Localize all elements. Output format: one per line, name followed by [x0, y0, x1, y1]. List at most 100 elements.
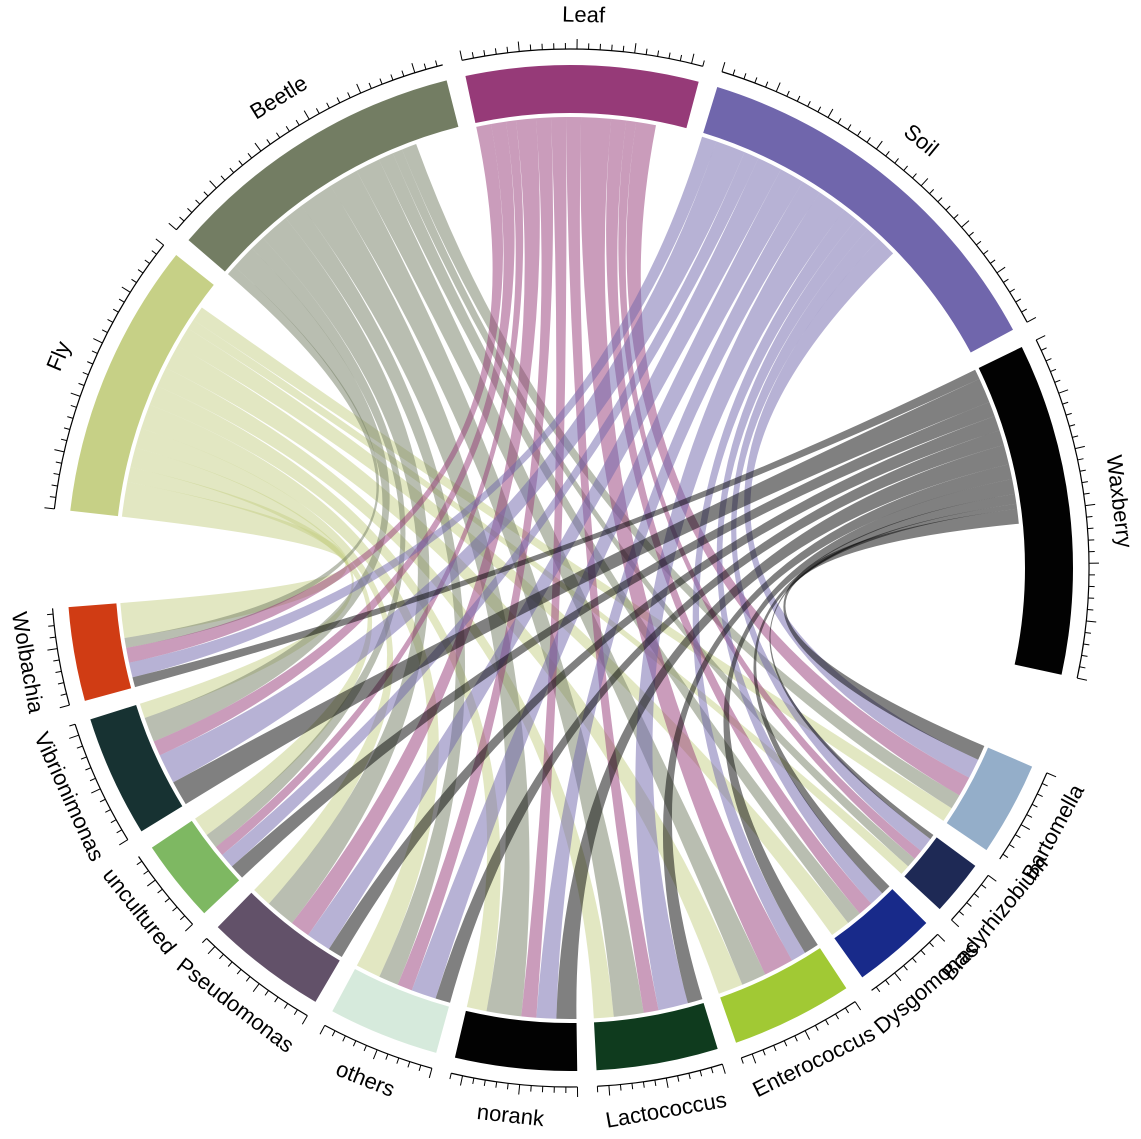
- tick-bartomella: [1041, 783, 1048, 787]
- tick-beetle: [411, 63, 416, 73]
- tick-waxberry: [1086, 620, 1097, 623]
- tick-norank: [483, 1079, 486, 1087]
- tick-soil: [732, 69, 736, 76]
- tick-soil: [866, 137, 871, 143]
- label-lactococcus: Lactococcus: [604, 1087, 729, 1133]
- tick-norank: [459, 1075, 464, 1086]
- tick-beetle: [238, 160, 244, 166]
- axis-bartomella: [999, 772, 1048, 860]
- tick-fly: [60, 438, 67, 442]
- tick-lactococcus: [619, 1084, 622, 1091]
- tick-uncultured: [179, 915, 186, 921]
- tick-beetle: [368, 82, 372, 89]
- tick-beetle: [347, 92, 351, 99]
- tick-soil: [989, 259, 996, 264]
- axis-layer: [44, 39, 1099, 1097]
- tick-beetle: [195, 199, 201, 205]
- tick-fly: [55, 461, 62, 464]
- sector-pseudomonas: [217, 892, 340, 1002]
- tick-vibrionimonas: [105, 809, 111, 813]
- tick-leaf: [679, 54, 683, 61]
- tick-fly: [151, 250, 157, 255]
- tick-uncultured: [172, 906, 178, 912]
- axis-norank: [451, 1072, 578, 1088]
- tick-fly: [93, 338, 103, 344]
- tick-waxberry: [1079, 666, 1086, 669]
- tick-fly: [144, 259, 150, 264]
- sector-enterococcus: [720, 948, 847, 1043]
- tick-waxberry: [1065, 412, 1072, 416]
- axis-dysgomonas: [871, 933, 939, 991]
- label-wolbachia: Wolbachia: [7, 610, 49, 716]
- label-beetle: Beetle: [245, 70, 311, 124]
- axis-fly: [53, 244, 165, 509]
- tick-others: [418, 1064, 422, 1071]
- sector-others: [332, 968, 449, 1053]
- tick-fly: [155, 238, 164, 246]
- axis-leaf: [461, 48, 703, 67]
- tick-fly: [78, 382, 85, 386]
- axis-others: [324, 1024, 433, 1069]
- label-others: others: [332, 1056, 398, 1102]
- tick-beetle: [168, 222, 177, 231]
- tick-soil: [912, 173, 917, 179]
- tick-dysgomonas: [875, 986, 881, 993]
- tick-others: [319, 1025, 326, 1035]
- tick-uncultured: [164, 897, 170, 903]
- ribbon-fly-vibrionimonas: [127, 467, 354, 719]
- ribbon-waxberry-vibrionimonas: [173, 378, 990, 805]
- tick-waxberry: [1062, 401, 1069, 405]
- tick-fly: [112, 308, 119, 313]
- tick-norank: [518, 1084, 521, 1095]
- tick-others: [396, 1057, 400, 1064]
- ribbon-beetle-vibrionimonas: [144, 248, 390, 742]
- tick-soil: [937, 197, 943, 203]
- tick-bradyrhizobium: [980, 884, 987, 889]
- tick-waxberry: [1079, 469, 1086, 472]
- tick-beetle: [187, 208, 193, 213]
- tick-soil: [983, 250, 989, 255]
- tick-soil: [743, 73, 747, 80]
- tick-beetle: [435, 60, 438, 67]
- tick-leaf: [702, 60, 705, 67]
- ribbon-waxberry-bartomella: [783, 508, 1019, 760]
- tick-others: [352, 1040, 357, 1047]
- tick-fly: [70, 392, 81, 397]
- tick-bradyrhizobium: [987, 874, 997, 882]
- tick-leaf: [634, 43, 637, 54]
- tick-leaf: [471, 52, 474, 59]
- tick-fly: [121, 286, 131, 293]
- tick-soil: [827, 108, 834, 118]
- tick-soil: [975, 240, 982, 246]
- label-uncultured: uncultured: [98, 863, 182, 959]
- tick-leaf: [494, 48, 497, 55]
- tick-enterococcus: [804, 1030, 811, 1040]
- tick-pseudomonas: [252, 983, 260, 992]
- tick-soil: [903, 165, 908, 171]
- sector-lactococcus: [593, 1002, 718, 1071]
- tick-uncultured: [147, 879, 156, 887]
- tick-bartomella: [1008, 844, 1015, 849]
- tick-beetle: [379, 78, 383, 85]
- tick-uncultured: [136, 860, 143, 866]
- tick-dysgomonas: [911, 957, 917, 963]
- tick-soil: [817, 106, 822, 113]
- tick-pseudomonas: [274, 996, 279, 1003]
- tick-soil: [837, 118, 842, 124]
- tick-wolbachia: [53, 659, 60, 662]
- tick-soil: [945, 205, 951, 211]
- tick-beetle: [247, 153, 253, 159]
- tick-vibrionimonas: [110, 819, 117, 824]
- tick-pseudomonas: [293, 1009, 298, 1016]
- tick-beetle: [266, 139, 271, 145]
- tick-pseudomonas: [264, 990, 269, 996]
- tick-waxberry: [1040, 347, 1047, 351]
- tick-lactococcus: [665, 1077, 669, 1088]
- tick-beetle: [295, 119, 300, 126]
- tick-waxberry: [1054, 379, 1061, 383]
- tick-soil: [996, 266, 1006, 274]
- tick-fly: [101, 329, 108, 334]
- sector-bartomella: [946, 747, 1033, 851]
- tick-beetle: [229, 167, 235, 174]
- tick-soil: [1021, 308, 1027, 313]
